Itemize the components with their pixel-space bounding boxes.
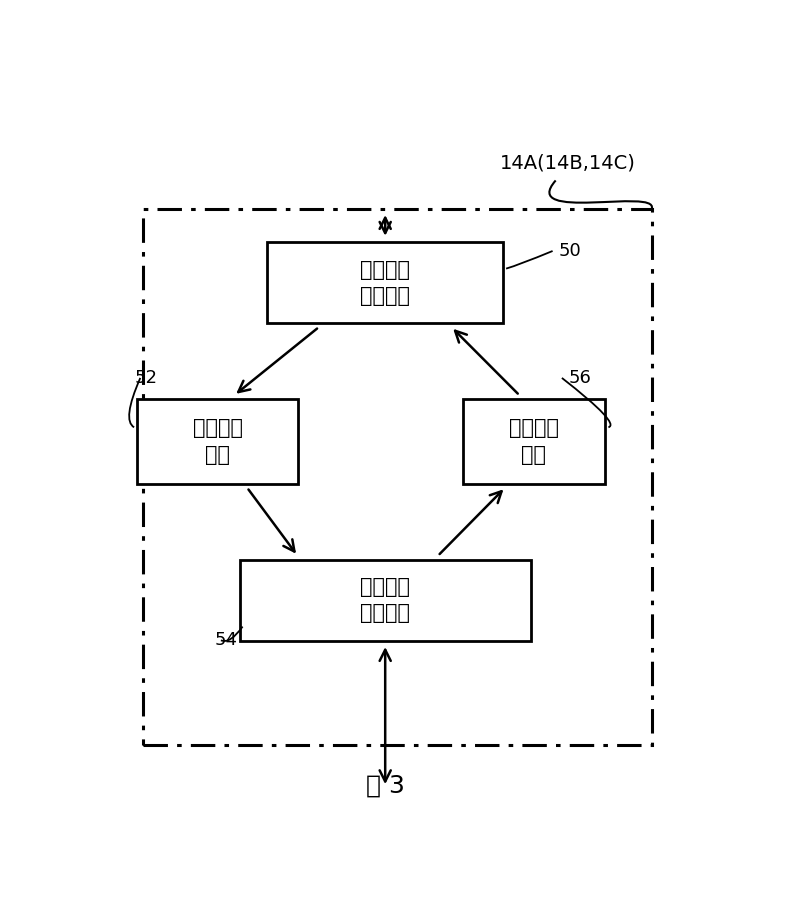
Text: 50: 50 bbox=[558, 242, 582, 260]
Text: 主机接口
控制电路: 主机接口 控制电路 bbox=[360, 259, 410, 306]
Bar bbox=[138, 399, 298, 484]
Text: 接收控制
电路: 接收控制 电路 bbox=[509, 419, 559, 464]
Text: 54: 54 bbox=[214, 631, 238, 649]
Bar bbox=[239, 560, 531, 640]
Text: 52: 52 bbox=[134, 369, 157, 387]
Bar bbox=[462, 399, 606, 484]
Text: 图 3: 图 3 bbox=[366, 774, 405, 798]
Text: 发送控制
电路: 发送控制 电路 bbox=[193, 419, 243, 464]
Text: 14A(14B,14C): 14A(14B,14C) bbox=[500, 153, 636, 172]
Bar bbox=[267, 242, 503, 323]
Text: 网络接口
控制电路: 网络接口 控制电路 bbox=[360, 577, 410, 623]
Text: 56: 56 bbox=[568, 369, 591, 387]
